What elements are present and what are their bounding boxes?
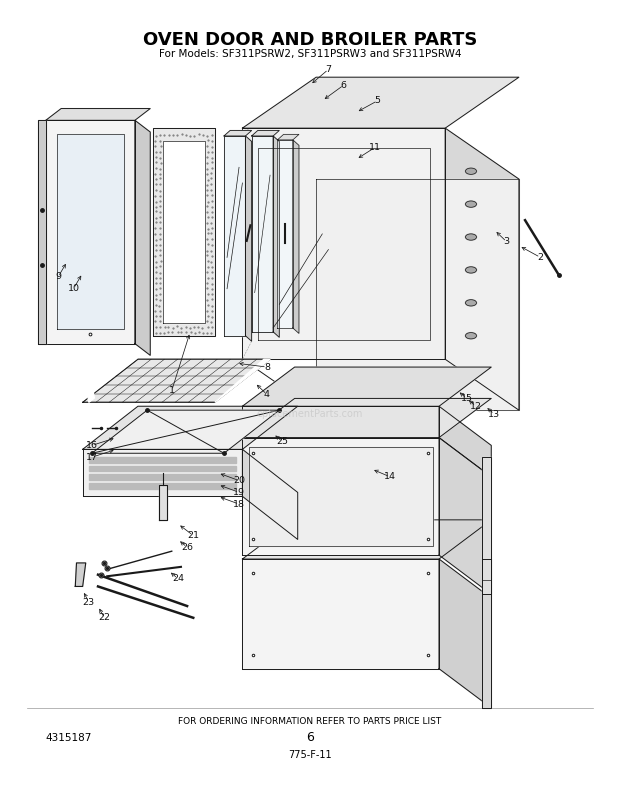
Polygon shape — [75, 563, 86, 586]
Text: 1: 1 — [169, 386, 175, 395]
Polygon shape — [252, 130, 279, 136]
Text: FOR ORDERING INFORMATION REFER TO PARTS PRICE LIST: FOR ORDERING INFORMATION REFER TO PARTS … — [179, 717, 441, 727]
Polygon shape — [246, 136, 252, 341]
Polygon shape — [82, 359, 270, 402]
Polygon shape — [57, 134, 124, 330]
Text: 21: 21 — [187, 531, 199, 540]
Polygon shape — [215, 359, 270, 402]
Polygon shape — [482, 457, 491, 594]
Text: 9: 9 — [55, 272, 61, 282]
Text: 7: 7 — [326, 65, 332, 74]
Polygon shape — [89, 483, 236, 488]
Polygon shape — [82, 406, 298, 450]
Polygon shape — [242, 520, 491, 559]
Polygon shape — [89, 457, 236, 462]
Text: For Models: SF311PSRW2, SF311PSRW3 and SF311PSRW4: For Models: SF311PSRW2, SF311PSRW3 and S… — [159, 50, 461, 59]
Text: 19: 19 — [233, 488, 246, 497]
Text: 4315187: 4315187 — [46, 733, 92, 742]
Text: 25: 25 — [277, 437, 288, 446]
Text: 18: 18 — [233, 499, 246, 509]
Polygon shape — [242, 77, 519, 128]
Text: 2: 2 — [538, 253, 543, 262]
Text: 16: 16 — [86, 441, 98, 450]
Polygon shape — [439, 559, 491, 708]
Text: 23: 23 — [82, 597, 95, 607]
Text: 3: 3 — [503, 237, 510, 246]
Polygon shape — [445, 128, 519, 410]
Text: 14: 14 — [384, 473, 396, 481]
Polygon shape — [135, 120, 150, 355]
Text: 6: 6 — [306, 731, 314, 744]
Polygon shape — [82, 450, 242, 496]
Polygon shape — [249, 447, 433, 546]
Polygon shape — [439, 406, 491, 477]
Text: 5: 5 — [374, 96, 381, 105]
Polygon shape — [38, 120, 46, 343]
Polygon shape — [242, 438, 439, 555]
Ellipse shape — [466, 333, 477, 338]
Text: 4: 4 — [264, 390, 270, 399]
Polygon shape — [46, 109, 150, 120]
Polygon shape — [46, 120, 135, 343]
Text: 13: 13 — [489, 409, 500, 419]
Polygon shape — [163, 140, 205, 323]
Polygon shape — [242, 559, 439, 669]
Polygon shape — [153, 128, 215, 336]
Text: 15: 15 — [461, 394, 472, 403]
Polygon shape — [82, 359, 94, 402]
Polygon shape — [277, 134, 299, 140]
Polygon shape — [293, 140, 299, 334]
Text: 8: 8 — [264, 363, 270, 372]
Polygon shape — [277, 140, 293, 328]
Polygon shape — [242, 450, 298, 540]
Ellipse shape — [466, 234, 477, 240]
Polygon shape — [92, 410, 279, 453]
Polygon shape — [224, 136, 246, 336]
Text: eplacementParts.com: eplacementParts.com — [257, 409, 363, 419]
Polygon shape — [273, 136, 279, 338]
Text: 12: 12 — [470, 402, 482, 411]
Polygon shape — [159, 484, 167, 520]
Text: 20: 20 — [233, 477, 246, 485]
Polygon shape — [316, 179, 519, 410]
Text: OVEN DOOR AND BROILER PARTS: OVEN DOOR AND BROILER PARTS — [143, 32, 477, 50]
Ellipse shape — [466, 300, 477, 306]
Text: 11: 11 — [368, 144, 381, 152]
Polygon shape — [482, 559, 491, 708]
Ellipse shape — [466, 201, 477, 208]
Text: 26: 26 — [181, 543, 193, 552]
Polygon shape — [242, 367, 491, 406]
Polygon shape — [89, 466, 236, 471]
Text: 775-F-11: 775-F-11 — [288, 750, 332, 760]
Ellipse shape — [466, 168, 477, 174]
Text: 6: 6 — [341, 80, 347, 89]
Polygon shape — [242, 406, 439, 438]
Text: 24: 24 — [172, 574, 184, 583]
Polygon shape — [252, 136, 273, 332]
Ellipse shape — [466, 267, 477, 273]
Text: 17: 17 — [86, 453, 98, 462]
Polygon shape — [224, 130, 252, 136]
Polygon shape — [89, 474, 236, 480]
Text: 22: 22 — [98, 613, 110, 623]
Text: 10: 10 — [68, 284, 79, 294]
Polygon shape — [242, 128, 445, 359]
Polygon shape — [439, 438, 491, 594]
Polygon shape — [242, 398, 491, 438]
